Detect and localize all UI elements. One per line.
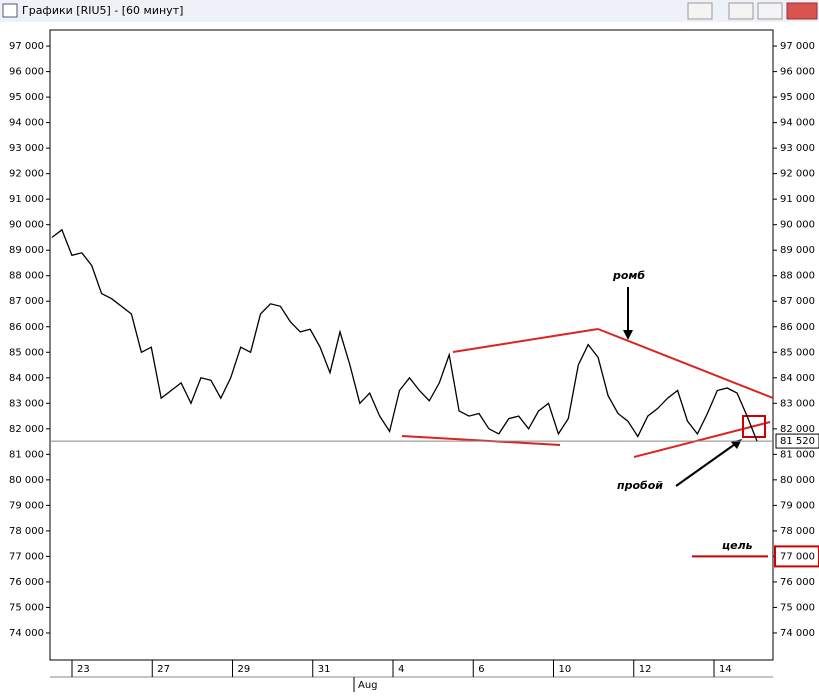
y-tick-label: 96 000 <box>9 67 44 78</box>
x-tick-label: 27 <box>157 664 170 675</box>
y2-tick-label: 81 000 <box>780 449 815 460</box>
y2-tick-label: 97 000 <box>780 41 815 52</box>
month-label: Aug <box>358 680 378 691</box>
target-box <box>774 545 819 568</box>
pattern-label: ромб <box>612 269 645 282</box>
pattern-lines <box>401 328 774 458</box>
y2-tick-label: 76 000 <box>780 577 815 588</box>
x-tick-label: 12 <box>639 664 652 675</box>
y-tick-label: 88 000 <box>9 271 44 282</box>
y2-tick-label: 74 000 <box>780 628 815 639</box>
app-icon <box>2 3 18 18</box>
y-tick-label: 87 000 <box>9 296 44 307</box>
price-line <box>51 228 758 442</box>
y2-tick-label: 80 000 <box>780 475 815 486</box>
y-tick-label: 80 000 <box>9 475 44 486</box>
title-bar <box>0 0 819 22</box>
y-tick-label: 78 000 <box>9 526 44 537</box>
pattern-arrowhead <box>623 330 633 340</box>
current-price-box <box>775 433 819 449</box>
x-tick-label: 23 <box>77 664 90 675</box>
y-tick-label: 84 000 <box>9 373 44 384</box>
y-tick-label: 89 000 <box>9 245 44 256</box>
y-tick-label: 86 000 <box>9 322 44 333</box>
y-tick-label: 76 000 <box>9 577 44 588</box>
pin-button[interactable] <box>687 2 713 20</box>
y-tick-label: 91 000 <box>9 194 44 205</box>
x-tick-label: 14 <box>719 664 732 675</box>
y2-tick-label: 94 000 <box>780 118 815 129</box>
y-tick-label: 74 000 <box>9 628 44 639</box>
y2-tick-label: 95 000 <box>780 92 815 103</box>
y2-tick-label: 82 000 <box>780 424 815 435</box>
breakout-label: пробой <box>617 479 663 492</box>
y-tick-label: 97 000 <box>9 41 44 52</box>
y2-tick-label: 75 000 <box>780 602 815 613</box>
y2-tick-label: 96 000 <box>780 67 815 78</box>
y2-tick-label: 89 000 <box>780 245 815 256</box>
x-tick-label: 10 <box>559 664 572 675</box>
y-tick-label: 92 000 <box>9 169 44 180</box>
y2-tick-label: 79 000 <box>780 500 815 511</box>
y-tick-label: 75 000 <box>9 602 44 613</box>
x-tick-label: 29 <box>238 664 251 675</box>
y-tick-label: 85 000 <box>9 347 44 358</box>
x-tick-label: 4 <box>398 664 404 675</box>
y2-tick-label: 92 000 <box>780 169 815 180</box>
y2-tick-label: 93 000 <box>780 143 815 154</box>
window-title: Графики [RIU5] - [60 минут] <box>22 4 183 17</box>
y2-tick-label: 84 000 <box>780 373 815 384</box>
breakout-arrow <box>675 441 739 487</box>
y2-tick-label: 87 000 <box>780 296 815 307</box>
current-price-label: 81 520 <box>780 436 815 447</box>
y2-tick-label: 85 000 <box>780 347 815 358</box>
plot-frame <box>49 29 774 661</box>
close-button[interactable] <box>786 2 818 20</box>
minimize-button[interactable] <box>728 2 754 20</box>
y2-tick-label: 83 000 <box>780 398 815 409</box>
target-label: 77 000 <box>780 551 815 562</box>
y-tick-label: 93 000 <box>9 143 44 154</box>
y-tick-label: 81 000 <box>9 449 44 460</box>
y-tick-label: 77 000 <box>9 551 44 562</box>
y-tick-label: 90 000 <box>9 220 44 231</box>
x-tick-label: 6 <box>478 664 484 675</box>
target-annotation: цель <box>722 539 753 552</box>
y2-tick-label: 86 000 <box>780 322 815 333</box>
y-tick-label: 82 000 <box>9 424 44 435</box>
y-tick-label: 83 000 <box>9 398 44 409</box>
y2-tick-label: 90 000 <box>780 220 815 231</box>
y-tick-label: 94 000 <box>9 118 44 129</box>
y2-tick-label: 88 000 <box>780 271 815 282</box>
y2-tick-label: 78 000 <box>780 526 815 537</box>
maximize-button[interactable] <box>757 2 783 20</box>
y-tick-label: 95 000 <box>9 92 44 103</box>
y2-tick-label: 91 000 <box>780 194 815 205</box>
breakout-box <box>742 415 766 438</box>
y-tick-label: 79 000 <box>9 500 44 511</box>
x-tick-label: 31 <box>318 664 331 675</box>
